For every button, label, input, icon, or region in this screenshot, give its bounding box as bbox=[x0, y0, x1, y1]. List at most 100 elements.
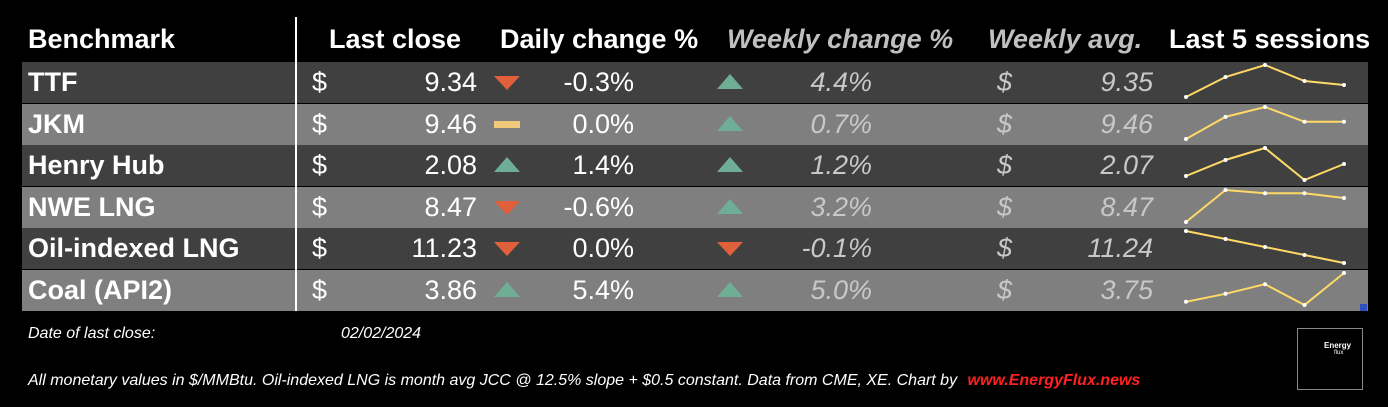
logo-text-flux: flux bbox=[1334, 350, 1344, 356]
daily-change-value: 0.0% bbox=[572, 108, 634, 139]
sparkline-point bbox=[1184, 174, 1188, 178]
selection-handle bbox=[1360, 304, 1367, 311]
sparkline-point bbox=[1263, 281, 1267, 286]
up-arrow-icon bbox=[717, 198, 743, 214]
daily-change-value: 0.0% bbox=[572, 233, 634, 263]
currency-symbol: $ bbox=[997, 108, 1013, 139]
sparkline-point bbox=[1342, 270, 1346, 275]
benchmark-name: NWE LNG bbox=[28, 191, 156, 222]
weekly-indicator bbox=[717, 281, 743, 297]
energyflux-logo: Energy flux bbox=[1297, 328, 1363, 390]
weekly-avg-value: 2.07 bbox=[1100, 150, 1153, 180]
daily-indicator bbox=[494, 157, 520, 172]
currency-symbol: $ bbox=[997, 233, 1013, 263]
last-close-value: 9.46 bbox=[424, 108, 477, 139]
weekly-change-value: 5.0% bbox=[810, 274, 872, 305]
header-last-close: Last close bbox=[329, 24, 462, 54]
sparkline-point bbox=[1184, 299, 1188, 304]
benchmark-name: Henry Hub bbox=[28, 150, 165, 180]
weekly-avg-value: 8.47 bbox=[1100, 191, 1153, 222]
weekly-indicator bbox=[717, 157, 743, 172]
sparkline-series bbox=[1185, 146, 1345, 182]
footnote-text: All monetary values in $/MMBtu. Oil-inde… bbox=[28, 372, 958, 389]
sparkline-point bbox=[1302, 190, 1307, 195]
weekly-change-value: 4.4% bbox=[810, 67, 872, 97]
down-arrow-icon bbox=[717, 242, 743, 256]
sparkline-series bbox=[1185, 105, 1344, 140]
daily-change-value: -0.6% bbox=[563, 191, 634, 222]
header-daily-change: Daily change % bbox=[500, 24, 699, 54]
weekly-avg-value: 3.75 bbox=[1100, 274, 1153, 305]
weekly-indicator bbox=[717, 198, 743, 214]
sparkline bbox=[1184, 187, 1346, 224]
last-close-value: 8.47 bbox=[424, 191, 477, 222]
energyflux-link[interactable]: www.EnergyFlux.news bbox=[967, 372, 1141, 389]
benchmark-name: TTF bbox=[28, 67, 78, 97]
sparkline-point bbox=[1342, 83, 1346, 87]
up-arrow-icon bbox=[717, 157, 743, 172]
table-header: Benchmark Last close Daily change % Week… bbox=[0, 0, 1388, 62]
last-close-value: 11.23 bbox=[411, 233, 477, 263]
sparkline-series bbox=[1185, 271, 1345, 306]
last-close-value: 3.86 bbox=[424, 274, 477, 305]
currency-symbol: $ bbox=[997, 191, 1013, 222]
header-last-5-sessions: Last 5 sessions bbox=[1169, 24, 1371, 54]
daily-indicator bbox=[494, 281, 520, 297]
sparkline-point bbox=[1263, 146, 1267, 150]
table-row: JKM $9.46 0.0% 0.7% $9.46 bbox=[22, 103, 1368, 145]
flat-bar-icon bbox=[494, 120, 520, 128]
sparkline-point bbox=[1223, 187, 1228, 192]
table-row: NWE LNG $8.47 -0.6% 3.2% $8.47 bbox=[22, 186, 1368, 228]
header-weekly-change: Weekly change % bbox=[727, 24, 954, 54]
down-arrow-icon bbox=[494, 200, 520, 215]
sparkline-point bbox=[1223, 75, 1228, 79]
weekly-indicator bbox=[717, 115, 743, 131]
weekly-avg-value: 11.24 bbox=[1087, 233, 1153, 263]
sparkline-point bbox=[1223, 237, 1228, 241]
currency-symbol: $ bbox=[312, 274, 328, 305]
column-divider bbox=[295, 17, 297, 311]
currency-symbol: $ bbox=[312, 108, 328, 139]
down-arrow-icon bbox=[494, 76, 520, 90]
table-row: Henry Hub $2.08 1.4% 1.2% $2.07 bbox=[22, 145, 1368, 186]
up-arrow-icon bbox=[494, 281, 520, 297]
sparkline-point bbox=[1263, 245, 1267, 249]
sparkline bbox=[1184, 229, 1346, 265]
weekly-change-value: 3.2% bbox=[810, 191, 872, 222]
logo-text-energy: Energy bbox=[1324, 341, 1352, 350]
up-arrow-icon bbox=[717, 281, 743, 297]
sparkline-point bbox=[1223, 291, 1228, 296]
daily-indicator bbox=[494, 200, 520, 215]
sparkline-point bbox=[1302, 79, 1307, 83]
sparkline bbox=[1184, 270, 1346, 307]
footnote: All monetary values in $/MMBtu. Oil-inde… bbox=[28, 372, 1140, 390]
sparkline-point bbox=[1302, 119, 1307, 124]
sparkline-point bbox=[1263, 190, 1267, 195]
currency-symbol: $ bbox=[997, 150, 1013, 180]
daily-indicator bbox=[494, 76, 520, 90]
sparkline-point bbox=[1184, 229, 1188, 233]
currency-symbol: $ bbox=[312, 150, 328, 180]
sparkline-point bbox=[1302, 178, 1307, 182]
table-row: Oil-indexed LNG $11.23 0.0% -0.1% $11.24 bbox=[22, 228, 1368, 269]
weekly-change-value: 0.7% bbox=[810, 108, 872, 139]
down-arrow-icon bbox=[494, 242, 520, 256]
sparkline-point bbox=[1184, 95, 1188, 99]
benchmark-name: Coal (API2) bbox=[28, 274, 173, 305]
currency-symbol: $ bbox=[997, 274, 1013, 305]
sparkline-series bbox=[1185, 63, 1345, 98]
sparkline-point bbox=[1342, 261, 1346, 265]
daily-change-value: -0.3% bbox=[563, 67, 634, 97]
header-weekly-avg: Weekly avg. bbox=[988, 24, 1143, 54]
currency-symbol: $ bbox=[312, 191, 328, 222]
sparkline-point bbox=[1342, 119, 1346, 124]
sparkline-point bbox=[1263, 63, 1267, 67]
sparkline-point bbox=[1184, 219, 1188, 224]
weekly-change-value: 1.2% bbox=[810, 150, 872, 180]
daily-change-value: 5.4% bbox=[572, 274, 634, 305]
sparkline bbox=[1184, 104, 1346, 141]
weekly-change-value: -0.1% bbox=[801, 233, 872, 263]
benchmark-name: JKM bbox=[28, 108, 86, 139]
sparkline-point bbox=[1223, 158, 1228, 162]
header-benchmark: Benchmark bbox=[28, 24, 176, 54]
